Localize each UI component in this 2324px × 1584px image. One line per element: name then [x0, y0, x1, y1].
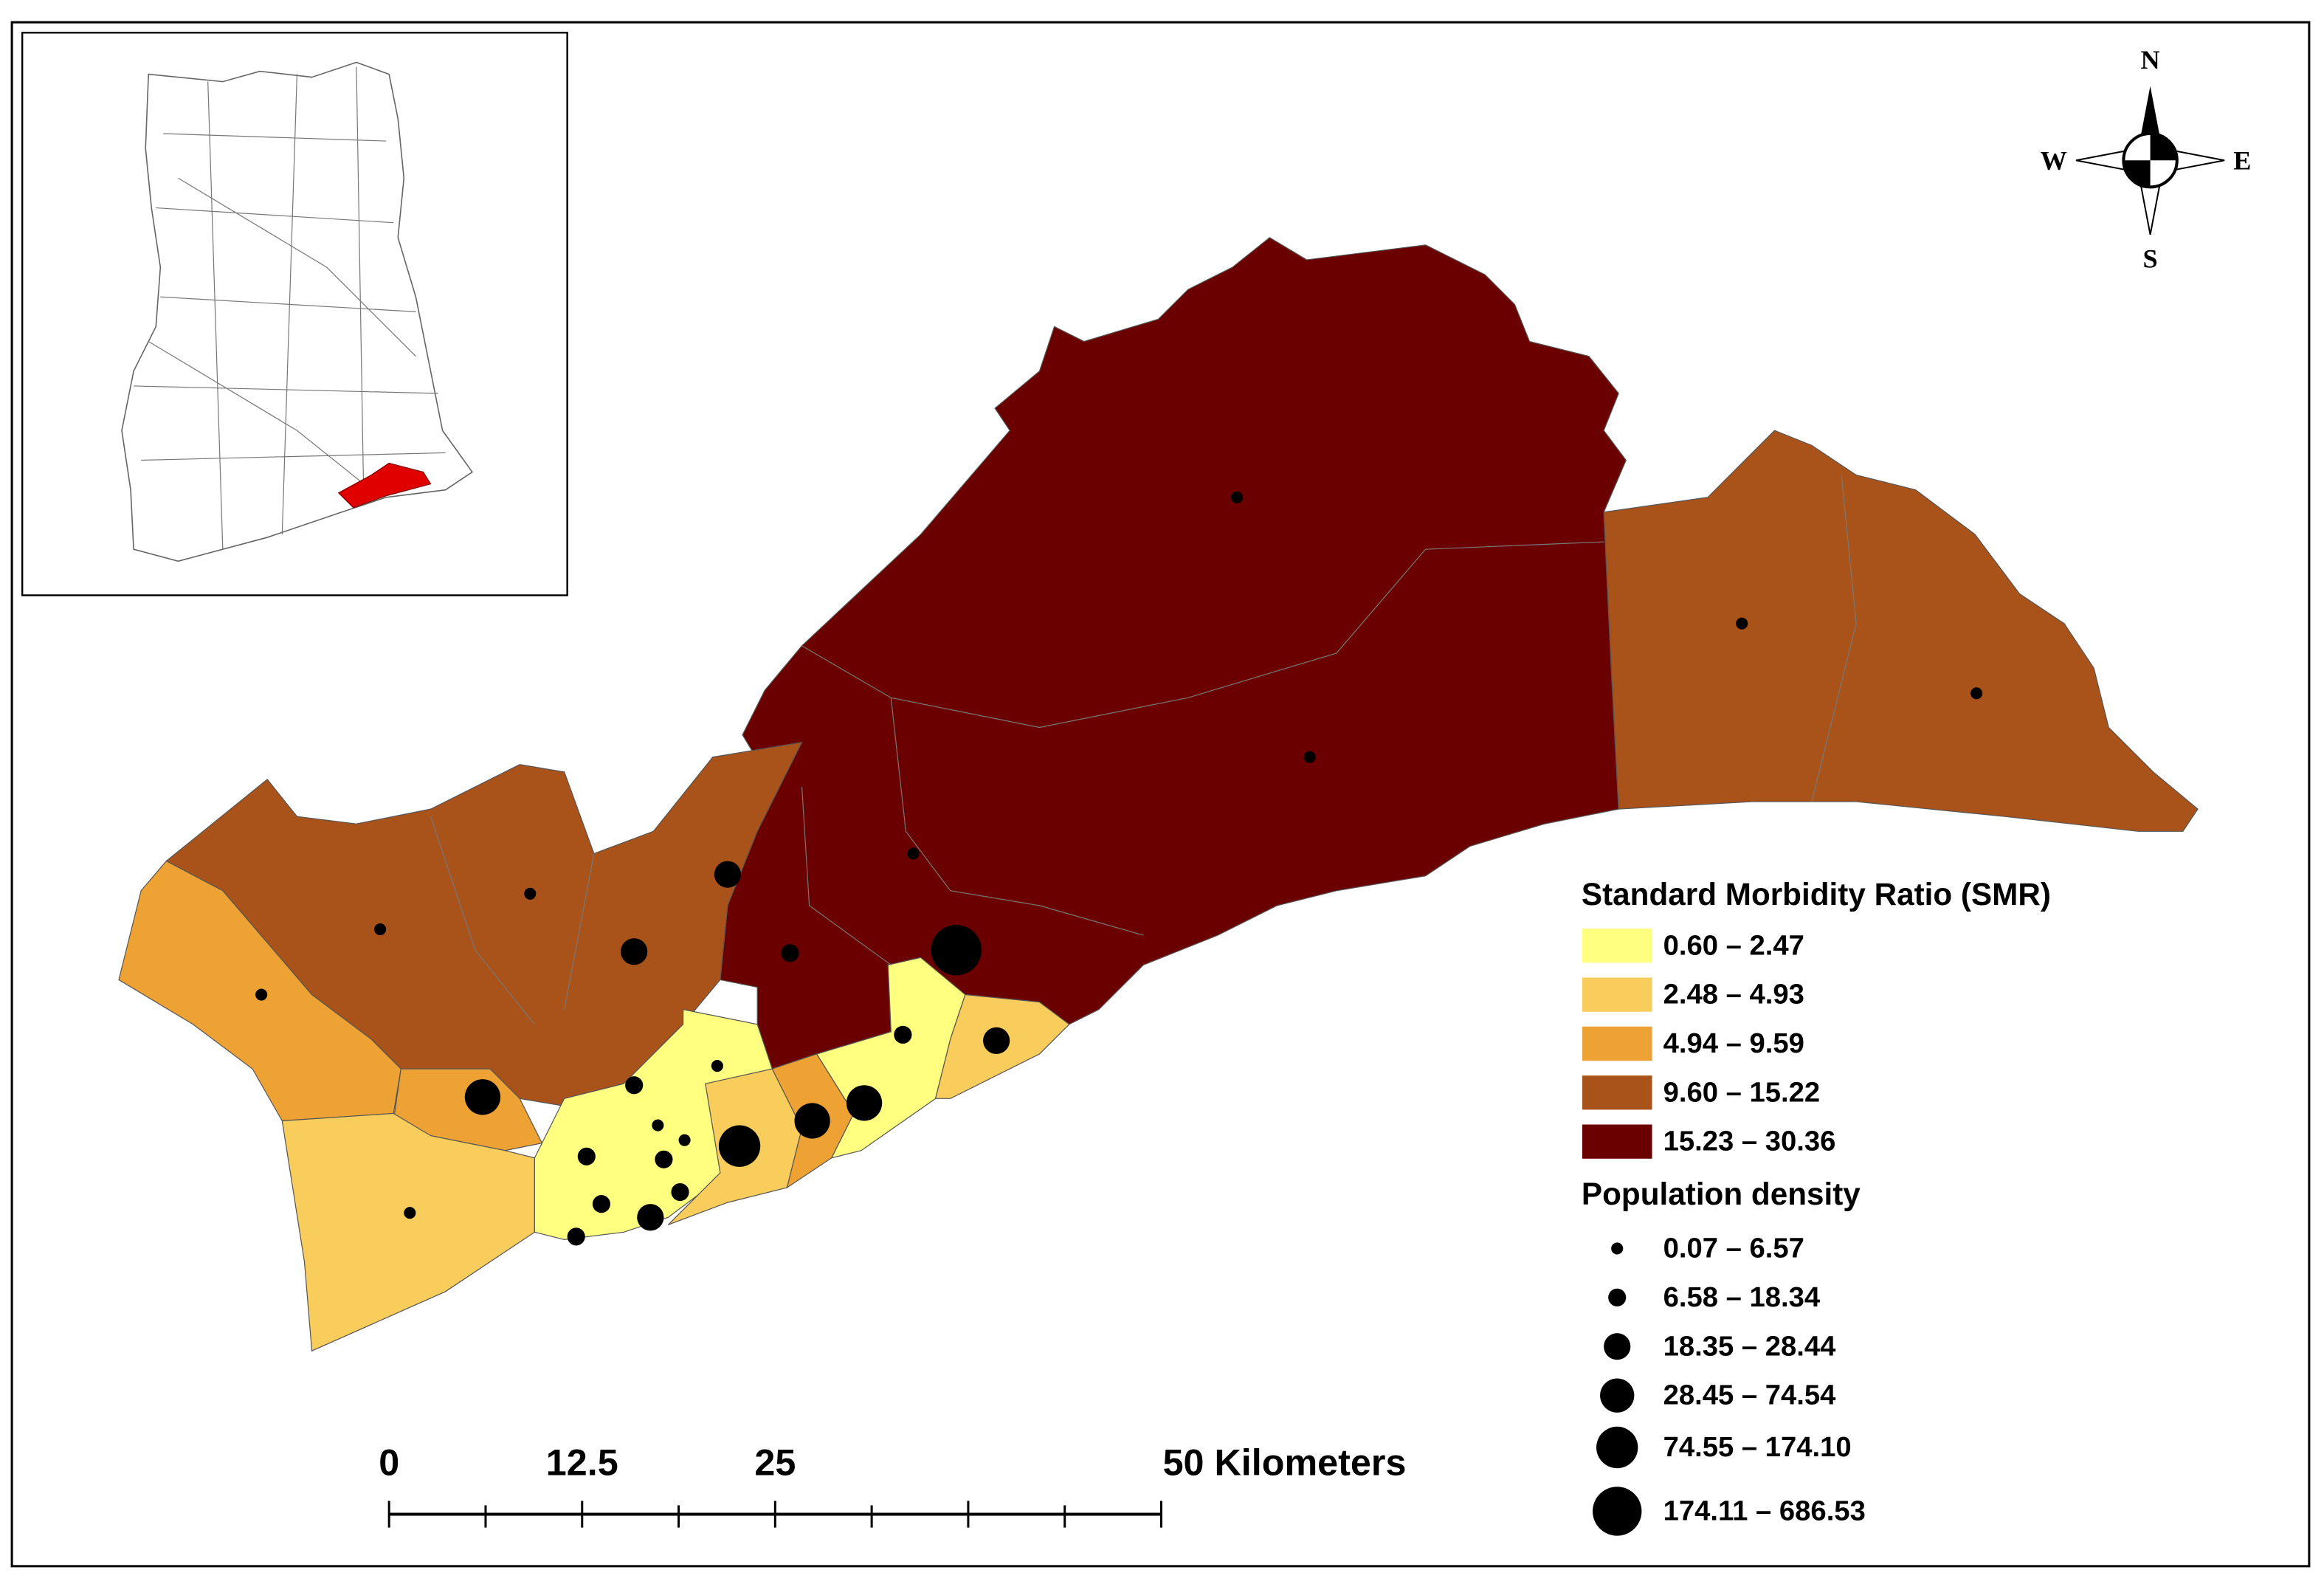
inset-map [21, 32, 568, 596]
legend-symbol [1593, 1487, 1642, 1536]
legend-symbol [1596, 1426, 1638, 1469]
legend-label: 74.55 – 174.10 [1663, 1431, 1852, 1463]
legend-symbol [1611, 1242, 1624, 1255]
legend-title: Population density [1582, 1177, 1861, 1211]
legend-swatch [1580, 976, 1654, 1013]
legend-title: Standard Morbidity Ratio (SMR) [1582, 877, 2051, 912]
scale-label: 50 Kilometers [1163, 1441, 1407, 1483]
legend: Standard Morbidity Ratio (SMR) Populatio… [1580, 877, 2051, 1536]
scale-label: 12.5 [546, 1441, 618, 1483]
legend-label: 18.35 – 28.44 [1663, 1330, 1837, 1362]
legend-label: 28.45 – 74.54 [1663, 1380, 1837, 1411]
legend-symbol [1608, 1288, 1627, 1306]
scale-label: 0 [379, 1441, 399, 1483]
scale-label: 25 [754, 1441, 796, 1483]
legend-label: 0.60 – 2.47 [1663, 929, 1804, 961]
district [720, 237, 1627, 1070]
scale-bar: 0 12.5 25 50 Kilometers [379, 1441, 1407, 1528]
district [1603, 430, 2199, 832]
legend-label: 6.58 – 18.34 [1663, 1281, 1821, 1313]
legend-symbol [1604, 1333, 1631, 1360]
density-dots [255, 491, 1983, 1246]
legend-label: 9.60 – 15.22 [1663, 1076, 1821, 1108]
compass-s: S [2143, 244, 2158, 273]
north-arrow: N E S W [2041, 45, 2252, 273]
legend-label: 4.94 – 9.59 [1663, 1027, 1804, 1059]
legend-label: 174.11 – 686.53 [1663, 1495, 1866, 1527]
legend-label: 2.48 – 4.93 [1663, 979, 1804, 1010]
compass-e: E [2233, 146, 2251, 176]
legend-swatch [1580, 1123, 1654, 1160]
legend-swatch [1580, 1025, 1654, 1063]
compass-w: W [2041, 146, 2067, 176]
compass-n: N [2140, 45, 2159, 75]
districts [118, 237, 2199, 1352]
legend-swatch [1580, 1074, 1654, 1112]
legend-swatch [1580, 927, 1654, 965]
legend-label: 0.07 – 6.57 [1663, 1233, 1804, 1264]
legend-symbol [1600, 1378, 1635, 1413]
legend-label: 15.23 – 30.36 [1663, 1126, 1836, 1157]
